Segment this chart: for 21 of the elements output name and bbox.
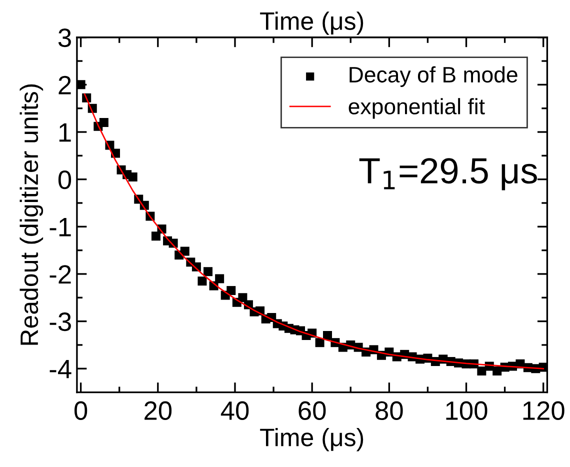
- y-tick-label: -1: [50, 218, 71, 236]
- x-tick-label: 40: [220, 401, 249, 420]
- y-axis-title: Readout (digitizer units): [20, 84, 44, 345]
- x-tick-label: 60: [298, 401, 326, 420]
- legend-label: Decay of B mode: [350, 66, 518, 87]
- y-tick-label: 3: [58, 28, 71, 48]
- x-tick-label: 100: [446, 401, 488, 420]
- x-tick-label: 120: [523, 401, 564, 420]
- x-tick-label: 0: [74, 401, 88, 420]
- x-tick-label: 20: [144, 401, 172, 420]
- y-tick-label: -2: [50, 265, 71, 284]
- legend-label: exponential fit: [348, 98, 485, 119]
- x-axis-title: Time (μs): [260, 428, 364, 452]
- x2-axis-title: Time (μs): [260, 12, 364, 35]
- y-tick-label: 2: [58, 76, 71, 94]
- y-tick-label: -3: [50, 312, 71, 332]
- x-tick-label: 80: [376, 401, 403, 420]
- y-tick-label: -4: [50, 360, 72, 378]
- y-tick-label: 0: [58, 170, 72, 190]
- annotation: T$_{1}$=29.5 μs: [359, 158, 537, 190]
- y-tick-label: 1: [59, 123, 71, 142]
